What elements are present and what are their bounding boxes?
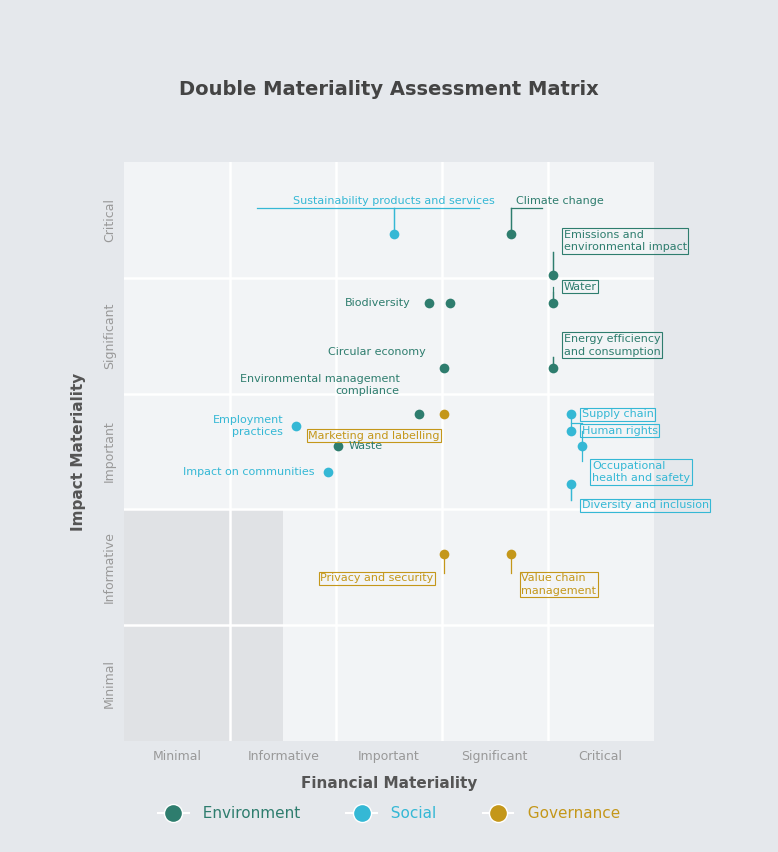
Text: Double Materiality Assessment Matrix: Double Materiality Assessment Matrix: [179, 80, 599, 99]
Text: Circular economy: Circular economy: [328, 347, 426, 356]
Y-axis label: Impact Materiality: Impact Materiality: [72, 372, 86, 531]
Text: Diversity and inclusion: Diversity and inclusion: [582, 500, 709, 510]
Text: Biodiversity: Biodiversity: [345, 298, 410, 308]
Legend:   Environment,   Social,   Governance: Environment, Social, Governance: [152, 800, 626, 827]
Text: Employment
practices: Employment practices: [212, 415, 283, 437]
Text: Water: Water: [563, 282, 597, 291]
Text: Energy efficiency
and consumption: Energy efficiency and consumption: [563, 334, 661, 356]
Text: Waste: Waste: [349, 440, 383, 451]
Text: Occupational
health and safety: Occupational health and safety: [592, 461, 690, 483]
Text: Privacy and security: Privacy and security: [321, 573, 433, 584]
Text: Supply chain: Supply chain: [582, 410, 654, 419]
Text: Value chain
management: Value chain management: [521, 573, 596, 596]
Text: Emissions and
environmental impact: Emissions and environmental impact: [563, 230, 687, 252]
Text: Climate change: Climate change: [516, 196, 604, 206]
Bar: [124, 509, 283, 741]
Text: Impact on communities: Impact on communities: [184, 468, 315, 477]
Text: Sustainability products and services: Sustainability products and services: [293, 196, 495, 206]
Text: Environmental management
compliance: Environmental management compliance: [240, 373, 400, 396]
X-axis label: Financial Materiality: Financial Materiality: [301, 776, 477, 792]
Text: Human rights: Human rights: [582, 426, 657, 435]
Text: Marketing and labelling: Marketing and labelling: [308, 431, 440, 440]
